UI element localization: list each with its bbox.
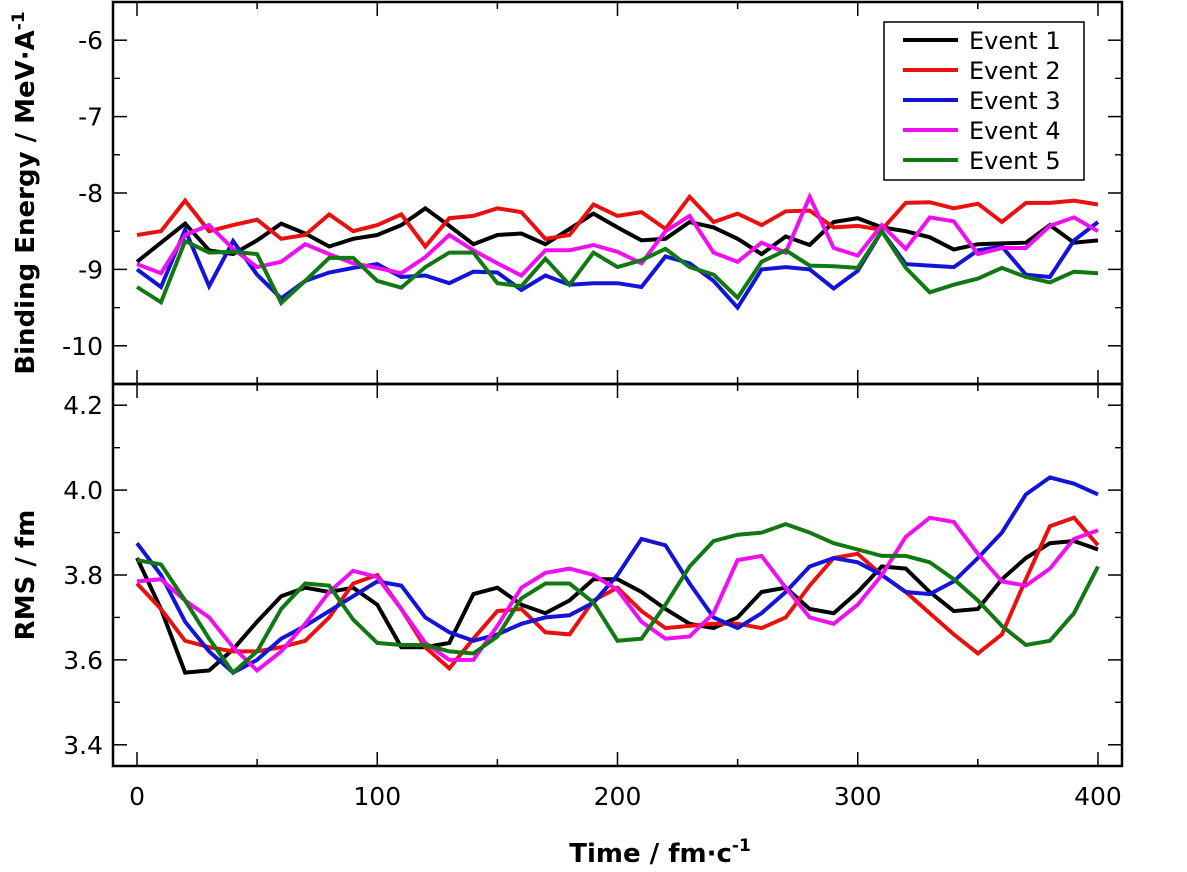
rms-ytick-label: 3.8 xyxy=(63,561,103,590)
binding-energy-ytick-label: -6 xyxy=(78,26,103,55)
binding-energy-ytick-label: -9 xyxy=(78,255,103,284)
legend-label: Event 2 xyxy=(969,57,1061,85)
legend-label: Event 3 xyxy=(969,87,1061,115)
legend-label: Event 1 xyxy=(969,27,1061,55)
rms-series-event-3 xyxy=(135,475,1099,676)
rms-ytick-label: 3.4 xyxy=(63,731,103,760)
binding-energy-series-event-5 xyxy=(135,227,1099,307)
x-title: Time / fm·c-1 xyxy=(569,836,751,869)
binding-energy-ytick-label: -7 xyxy=(78,103,103,132)
binding-energy-y-title: Binding Energy / MeV·A-1 xyxy=(9,11,41,374)
rms-y-title: RMS / fm xyxy=(11,510,41,641)
x-tick-label: 100 xyxy=(353,782,401,811)
binding-energy-ytick-label: -8 xyxy=(78,179,103,208)
binding-energy-series-event-2 xyxy=(136,193,1099,250)
binding-energy-series-event-4 xyxy=(136,191,1099,278)
binding-energy-panel: -10 -9 -8 -7 -6 Binding Energy / MeV·A-1 xyxy=(9,0,1124,386)
binding-energy-series-event-1 xyxy=(135,205,1099,264)
rms-panel: 3.4 3.6 3.8 4.0 4.2 RMS / fm xyxy=(11,382,1124,768)
rms-ytick-label: 3.6 xyxy=(63,646,103,675)
rms-series-event-4 xyxy=(136,515,1099,674)
x-tick-label: 300 xyxy=(834,782,882,811)
x-tick-label: 0 xyxy=(129,782,145,811)
rms-ytick-label: 4.0 xyxy=(63,476,103,505)
x-tick-label: 400 xyxy=(1074,782,1122,811)
rms-ytick-label: 4.2 xyxy=(63,391,103,420)
x-tick-label: 200 xyxy=(594,782,642,811)
x-axis: 0 100 200 300 400 Time / fm·c-1 xyxy=(129,782,1122,869)
binding-energy-ytick-label: -10 xyxy=(62,332,103,361)
rms-series-event-5 xyxy=(136,521,1100,676)
legend-label: Event 4 xyxy=(969,117,1061,145)
legend-label: Event 5 xyxy=(969,147,1061,175)
